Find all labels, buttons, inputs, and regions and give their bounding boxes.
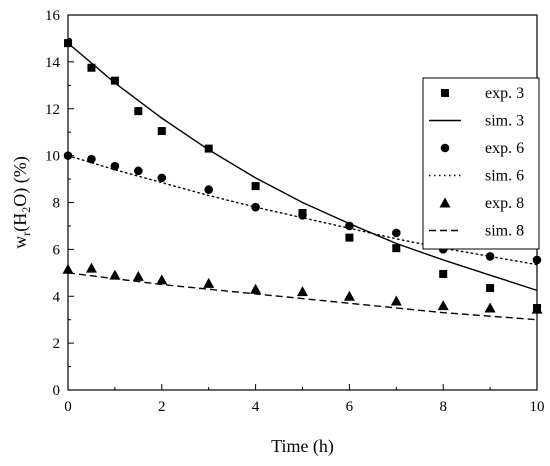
legend-label: sim. 3 [485,113,524,130]
y-tick-label: 10 [45,149,60,165]
x-tick-label: 6 [346,399,354,415]
legend-entry: sim. 8 [429,223,524,240]
legend-label: exp. 8 [485,195,524,212]
data-point [110,76,119,85]
x-tick-label: 10 [530,399,545,415]
series-sim-6 [67,154,538,266]
y-tick-label: 16 [45,8,61,24]
legend-label: sim. 6 [485,168,524,185]
data-point [85,262,97,273]
x-tick-label: 0 [64,399,72,415]
legend-entry: exp. 8 [439,195,524,212]
data-point [392,244,401,253]
series-sim-3 [67,42,538,292]
data-point [157,127,166,136]
legend: exp. 3 sim. 3 exp. 6 sim. 6 exp. 8 sim. 8 [422,77,540,250]
data-point [109,269,121,280]
legend-label: sim. 8 [485,223,524,240]
y-tick-label: 14 [45,55,61,71]
data-point [87,63,96,72]
data-point [297,286,308,297]
y-axis-title-prefix: w [10,236,30,249]
x-axis-title: Time (h) [271,436,334,457]
legend-entry: sim. 6 [429,168,524,185]
data-point [62,263,74,274]
data-point [132,270,144,281]
data-point [251,182,260,191]
legend-box [422,77,540,250]
x-axis: 0 2 4 6 8 10 [64,384,545,415]
data-point [134,107,143,116]
y-axis: 0 2 4 6 8 10 12 14 16 [45,8,74,399]
legend-entry: sim. 3 [429,113,524,130]
data-point [203,277,215,288]
data-point [204,185,213,194]
data-point [250,283,262,294]
legend-label: exp. 6 [485,140,524,157]
y-tick-label: 6 [53,242,61,258]
data-point [439,269,448,278]
legend-entry: exp. 3 [441,85,524,102]
data-point [484,302,496,313]
data-point [156,274,168,285]
data-point [134,166,143,176]
series-line [67,272,538,321]
data-point [204,144,213,153]
series-sim-8 [67,272,538,321]
y-tick-label: 4 [53,289,61,305]
series-line [67,42,538,292]
series-layer [62,39,543,321]
data-point [485,252,495,261]
data-point [343,290,355,301]
x-tick-label: 4 [252,399,260,415]
y-tick-label: 0 [53,383,61,399]
y-tick-label: 2 [53,336,61,352]
data-point [486,284,495,293]
data-point [64,39,72,48]
data-point [390,295,402,306]
data-point [157,173,167,183]
data-point [87,154,96,164]
data-point [531,303,543,314]
legend-label: exp. 3 [485,85,524,102]
data-point [345,221,354,231]
x-tick-label: 8 [439,399,447,415]
data-point [532,255,542,265]
y-axis-title: wr(H2O) (%) [10,156,33,248]
legend-entry: exp. 6 [440,140,524,157]
legend-swatch-marker [439,197,451,208]
y-tick-label: 12 [45,102,60,118]
data-point [345,233,354,242]
y-axis-title-prefix-subscript: r [19,232,33,236]
legend-swatch-marker [441,89,449,97]
y-axis-title-close: O) (%) [10,156,31,206]
data-point [392,228,401,238]
y-axis-title-subscript: 2 [19,207,33,213]
data-point [437,300,449,311]
series-exp-8 [62,262,543,314]
y-tick-label: 8 [53,196,61,212]
legend-swatch-marker [440,143,450,153]
y-axis-title-open: (H [10,213,31,232]
series-line [67,154,538,266]
x-tick-label: 2 [158,399,166,415]
